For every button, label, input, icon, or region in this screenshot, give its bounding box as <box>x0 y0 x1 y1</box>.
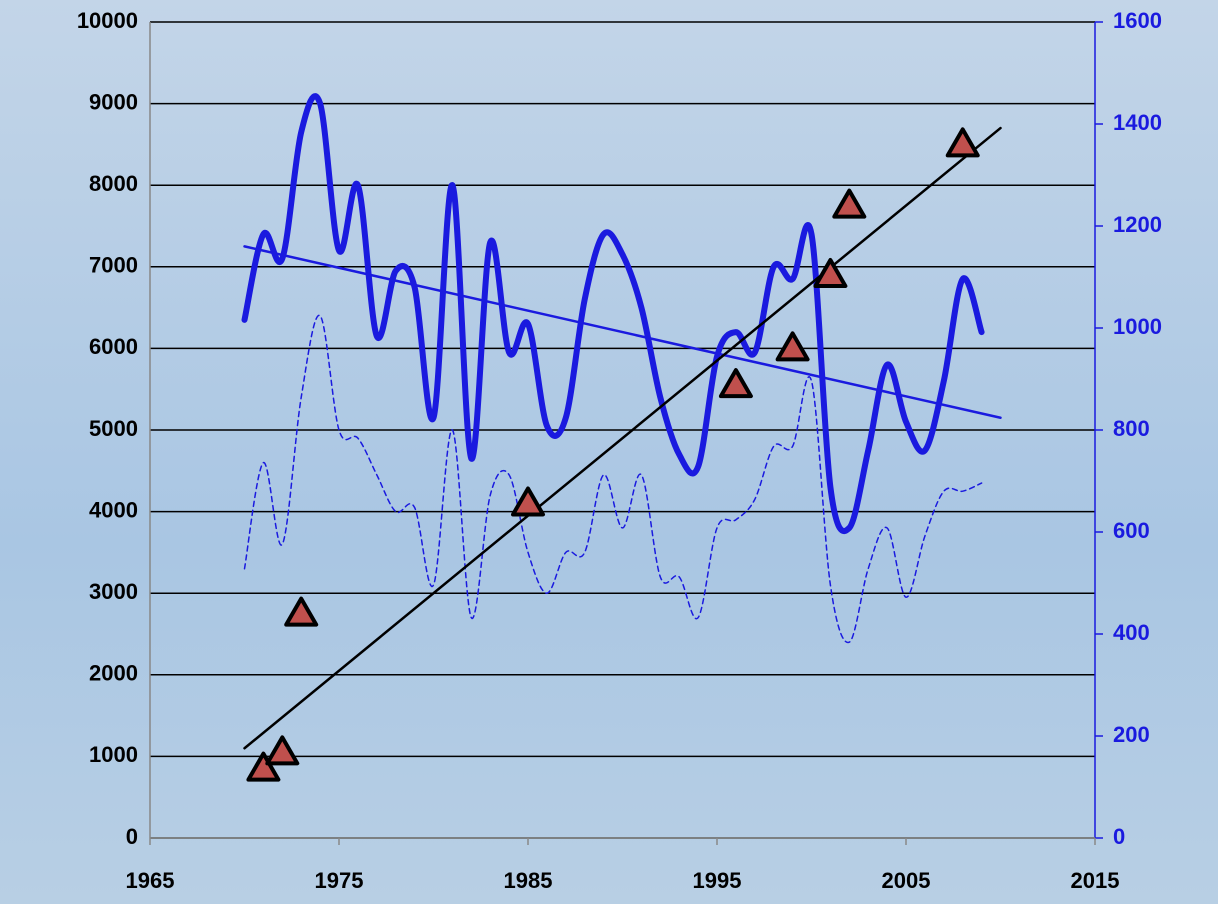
chart: 0100020003000400050006000700080009000100… <box>0 0 1218 904</box>
y2-tick-label: 600 <box>1113 518 1150 543</box>
y2-tick-label: 1200 <box>1113 212 1162 237</box>
x-tick-label: 1965 <box>126 868 175 893</box>
y-tick-label: 2000 <box>89 661 138 686</box>
y-tick-label: 3000 <box>89 579 138 604</box>
y2-tick-label: 200 <box>1113 722 1150 747</box>
y-tick-label: 4000 <box>89 497 138 522</box>
y2-tick-label: 1600 <box>1113 8 1162 33</box>
y2-tick-label: 800 <box>1113 416 1150 441</box>
y-tick-label: 5000 <box>89 416 138 441</box>
y2-tick-label: 400 <box>1113 620 1150 645</box>
y-tick-label: 0 <box>126 824 138 849</box>
x-tick-label: 2005 <box>882 868 931 893</box>
y2-tick-label: 0 <box>1113 824 1125 849</box>
y-tick-label: 8000 <box>89 171 138 196</box>
y-tick-label: 1000 <box>89 742 138 767</box>
y-tick-label: 7000 <box>89 253 138 278</box>
x-tick-label: 1975 <box>315 868 364 893</box>
x-tick-label: 1985 <box>504 868 553 893</box>
y2-tick-label: 1000 <box>1113 314 1162 339</box>
y2-tick-label: 1400 <box>1113 110 1162 135</box>
y-tick-label: 10000 <box>77 8 138 33</box>
x-tick-label: 2015 <box>1071 868 1120 893</box>
background <box>0 0 1218 904</box>
x-tick-label: 1995 <box>693 868 742 893</box>
y-tick-label: 6000 <box>89 334 138 359</box>
y-tick-label: 9000 <box>89 89 138 114</box>
